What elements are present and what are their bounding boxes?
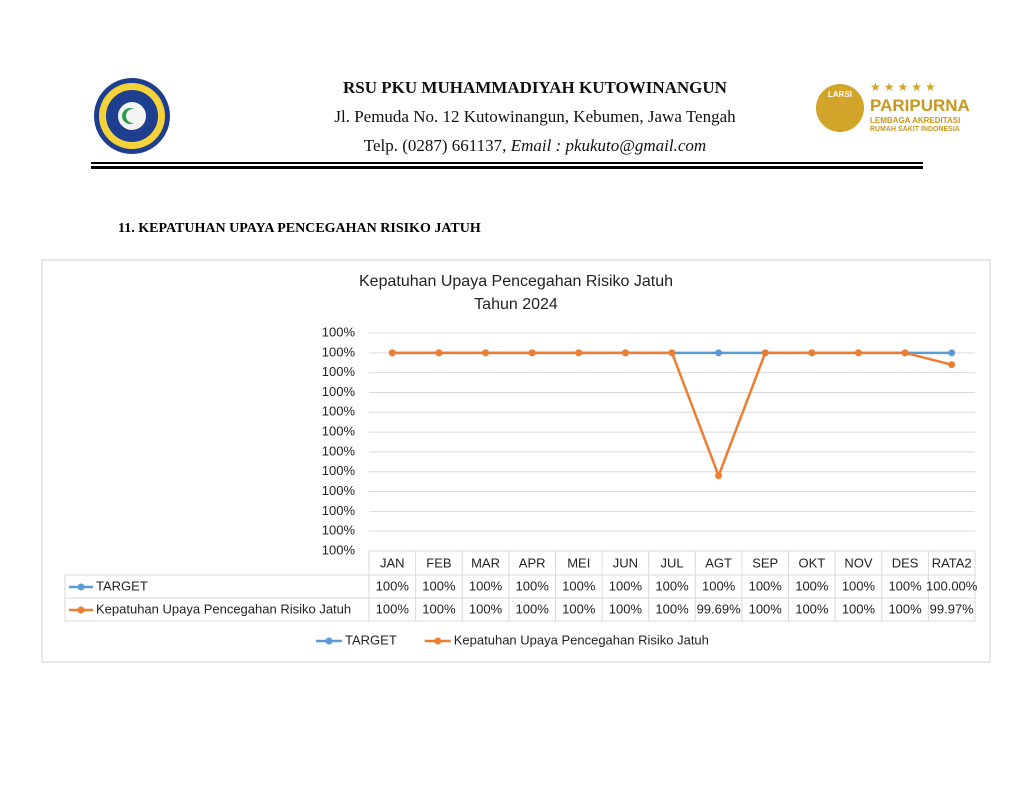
table-value: 100% (702, 578, 736, 593)
y-tick-label: 100% (322, 483, 356, 498)
table-value: 100% (655, 601, 689, 616)
series-line (392, 351, 953, 480)
x-tick-label: AGT (705, 555, 732, 570)
rule (91, 166, 923, 169)
y-tick-label: 100% (322, 424, 356, 439)
table-value: 100% (562, 578, 596, 593)
x-tick-label: JUN (613, 555, 638, 570)
table-value: 100% (609, 601, 643, 616)
point (621, 349, 629, 357)
point (575, 349, 583, 357)
table-value: 100% (469, 601, 503, 616)
section-title: 11. KEPATUHAN UPAYA PENCEGAHAN RISIKO JA… (118, 221, 481, 236)
x-tick-label: OKT (798, 555, 825, 570)
y-tick-label: 100% (322, 324, 356, 339)
point (948, 361, 956, 369)
table-value: 100% (562, 601, 596, 616)
badge-seal: LARSI (816, 84, 864, 132)
table-value: 100% (842, 601, 876, 616)
point (528, 349, 536, 357)
table-value: 99.97% (930, 601, 975, 616)
address: Jl. Pemuda No. 12 Kutowinangun, Kebumen,… (334, 107, 736, 126)
logo (94, 78, 170, 154)
point (761, 349, 769, 357)
table-value: 100% (609, 578, 643, 593)
point (715, 349, 723, 357)
row-label: TARGET (96, 578, 148, 593)
phone: Telp. (0287) 661137, (363, 136, 507, 155)
stars: ★★★★★ (870, 80, 939, 94)
y-tick-label: 100% (322, 503, 356, 518)
y-tick-label: 100% (322, 384, 356, 399)
x-tick-label: APR (519, 555, 546, 570)
point (388, 349, 396, 357)
table-value: 100% (516, 578, 550, 593)
legend-key (434, 637, 442, 645)
badge-line2: RUMAH SAKIT INDONESIA (870, 126, 960, 133)
table-value: 100.00% (926, 578, 978, 593)
point (808, 349, 816, 357)
table-value: 100% (888, 601, 922, 616)
row-label: Kepatuhan Upaya Pencegahan Risiko Jatuh (96, 601, 351, 616)
point (901, 349, 909, 357)
table-value: 100% (655, 578, 689, 593)
table-value: 100% (422, 601, 456, 616)
legend-label: Kepatuhan Upaya Pencegahan Risiko Jatuh (454, 632, 709, 647)
chart-subtitle: Tahun 2024 (474, 296, 558, 313)
x-tick-label: MEI (567, 555, 590, 570)
x-tick-label: FEB (426, 555, 451, 570)
x-tick-label: MAR (471, 555, 500, 570)
y-tick-label: 100% (322, 523, 356, 538)
rule (91, 162, 923, 164)
badge-small: LARSI (828, 90, 852, 99)
table-value: 100% (795, 601, 829, 616)
badge-title: PARIPURNA (870, 96, 970, 115)
point (948, 349, 956, 357)
x-tick-label: NOV (844, 555, 873, 570)
chart-title: Kepatuhan Upaya Pencegahan Risiko Jatuh (359, 273, 673, 290)
legend-key (325, 637, 333, 645)
table-value: 100% (422, 578, 456, 593)
y-tick-label: 100% (322, 443, 356, 458)
x-tick-label: JUL (660, 555, 683, 570)
table-value: 100% (888, 578, 922, 593)
y-tick-label: 100% (322, 542, 356, 557)
y-tick-label: 100% (322, 344, 356, 359)
table-value: 100% (469, 578, 503, 593)
table-value: 99.69% (697, 601, 742, 616)
point (715, 472, 723, 480)
chart-frame (41, 259, 991, 663)
table-value: 100% (749, 601, 783, 616)
hospital-name: RSU PKU MUHAMMADIYAH KUTOWINANGUN (343, 78, 727, 97)
table-value: 100% (376, 578, 410, 593)
legend-label: TARGET (345, 632, 397, 647)
table-value: 100% (749, 578, 783, 593)
x-tick-label: JAN (380, 555, 405, 570)
x-tick-label: SEP (752, 555, 778, 570)
point (668, 349, 676, 357)
table-value: 100% (795, 578, 829, 593)
x-tick-label: RATA2 (932, 555, 972, 570)
email: Email : pkukuto@gmail.com (510, 136, 707, 155)
y-tick-label: 100% (322, 404, 356, 419)
table-value: 100% (842, 578, 876, 593)
table-value: 100% (376, 601, 410, 616)
y-tick-label: 100% (322, 463, 356, 478)
contact: Telp. (0287) 661137, Email : pkukuto@gma… (0, 136, 1024, 156)
point (854, 349, 862, 357)
x-tick-label: DES (892, 555, 919, 570)
point (435, 349, 443, 357)
badge-line1: LEMBAGA AKREDITASI (870, 116, 961, 125)
y-tick-label: 100% (322, 364, 356, 379)
table-key (77, 606, 85, 614)
point (482, 349, 490, 357)
table-value: 100% (516, 601, 550, 616)
table-key (77, 583, 85, 591)
